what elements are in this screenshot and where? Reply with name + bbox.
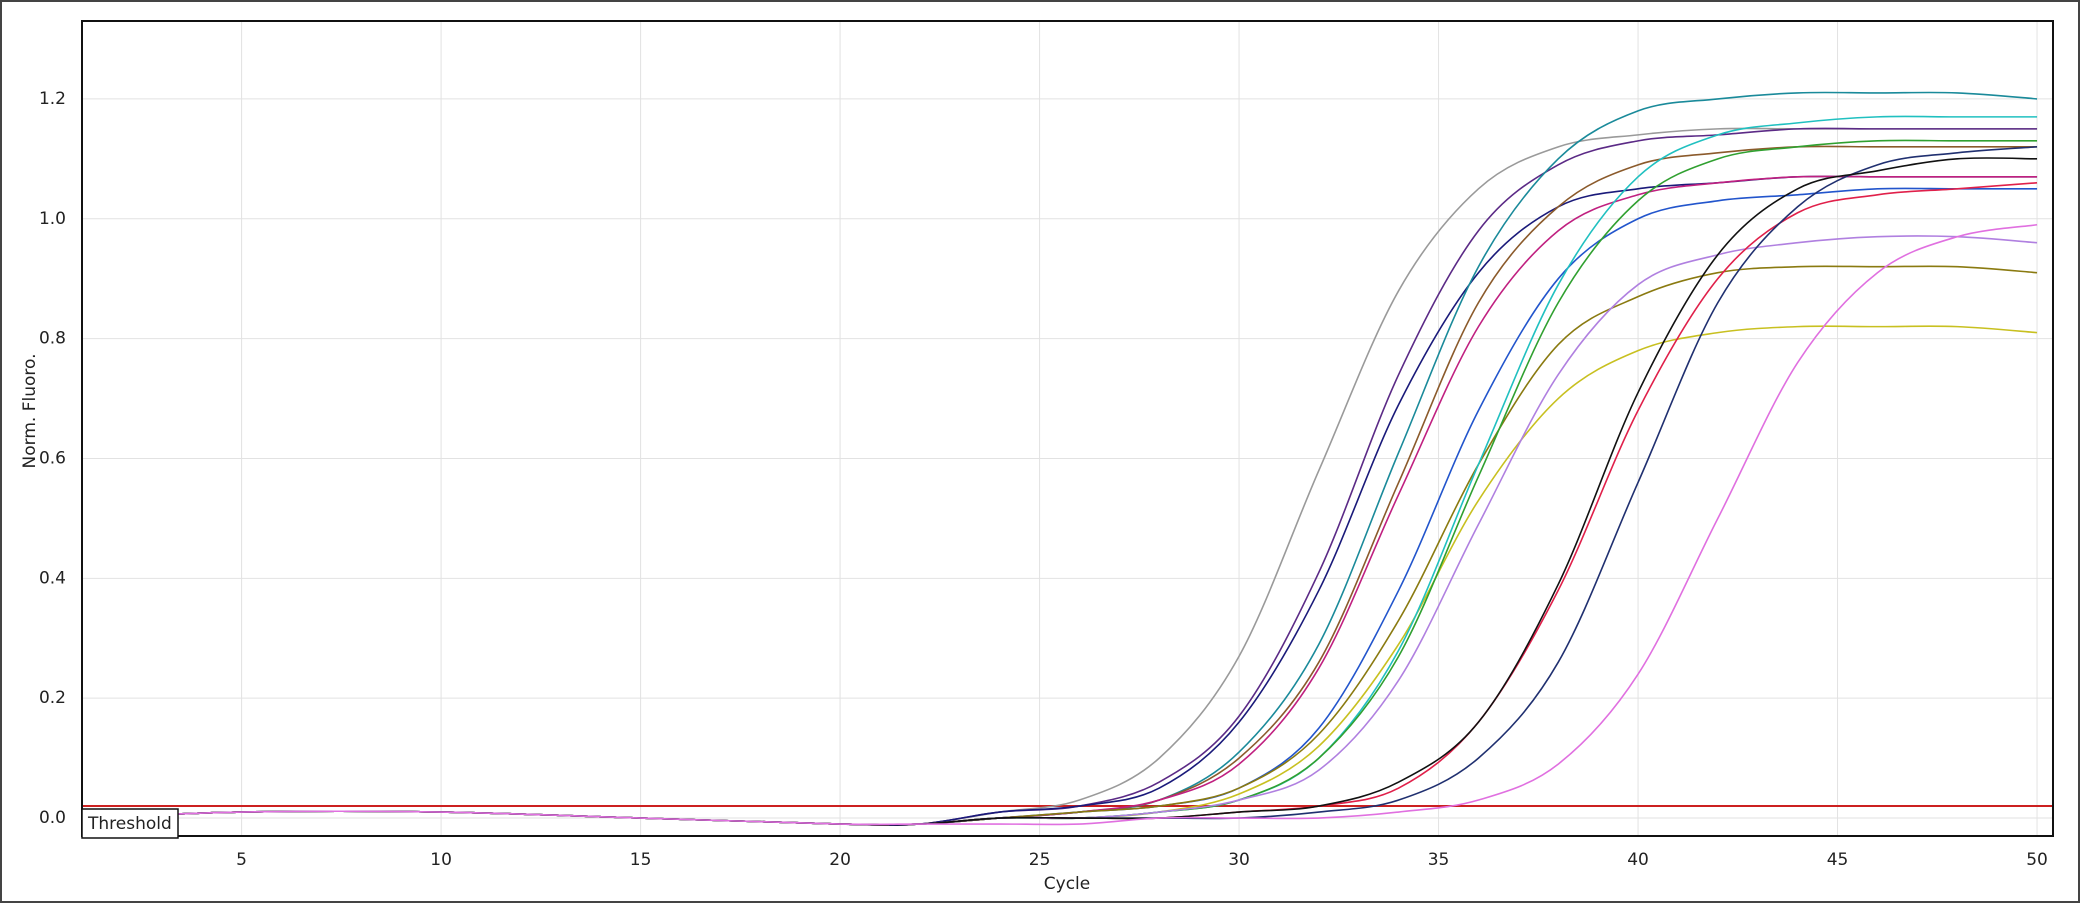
y-tick-label: 0.2 [39,688,66,708]
y-tick-label: 1.0 [39,209,66,229]
x-tick-label: 50 [2026,850,2048,870]
x-tick-label: 40 [1627,850,1649,870]
x-tick-label: 35 [1428,850,1450,870]
y-tick-label: 0.4 [39,568,66,588]
x-axis-label: Cycle [1044,874,1090,894]
y-tick-label: 0.6 [39,448,66,468]
y-axis-label: Norm. Fluoro. [20,354,40,469]
x-tick-label: 5 [236,850,247,870]
x-tick-label: 10 [430,850,452,870]
y-tick-label: 1.2 [39,89,66,109]
plot-border [81,20,2054,837]
x-tick-label: 30 [1228,850,1250,870]
threshold-label-box [81,808,179,839]
y-tick-label: 0.8 [39,329,66,349]
x-tick-label: 20 [829,850,851,870]
x-tick-label: 15 [630,850,652,870]
threshold-label: Threshold [87,814,172,834]
series-line [81,223,2038,826]
plot-area [82,21,2053,836]
y-tick-label: 0.0 [39,808,66,828]
x-tick-label: 45 [1827,850,1849,870]
x-tick-label: 25 [1029,850,1051,870]
